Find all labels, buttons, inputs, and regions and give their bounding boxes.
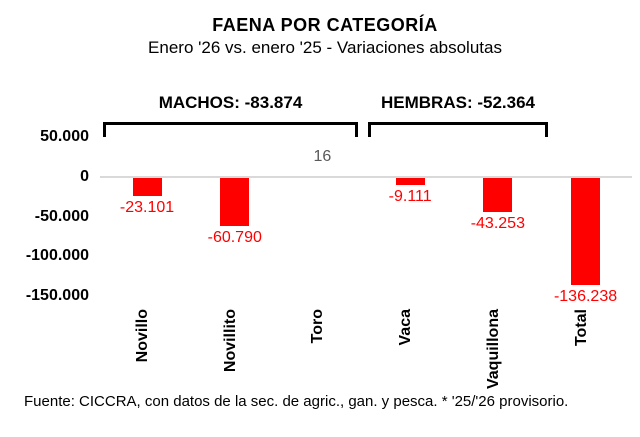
chart-title: FAENA POR CATEGORÍA: [212, 15, 438, 35]
value-label-toro: 16: [313, 148, 332, 166]
chart-subtitle: Enero '26 vs. enero '25 - Variaciones ab…: [148, 38, 502, 57]
value-label-vaquillona: -43.253: [470, 214, 525, 232]
x-axis-label-total: Total: [572, 309, 590, 347]
x-axis-label-novillito: Novillito: [221, 309, 239, 373]
value-label-total: -136.238: [553, 288, 618, 306]
hembras-bracket: [368, 122, 548, 137]
bar-total: [571, 177, 601, 286]
y-axis-tick-label: -150.000: [25, 286, 89, 304]
bar-novillito: [220, 177, 250, 226]
value-label-novillo: -23.101: [119, 198, 175, 216]
y-axis-tick-label: 50.000: [40, 128, 89, 146]
machos-bracket: [103, 122, 358, 137]
x-axis-label-novillo: Novillo: [134, 309, 152, 363]
machos-annotation-label: MACHOS: -83.874: [158, 93, 303, 112]
bar-vaquillona: [483, 177, 513, 212]
source-note: Fuente: CICCRA, con datos de la sec. de …: [24, 393, 569, 410]
bar-novillo: [132, 177, 162, 196]
x-axis-label-vaquillona: Vaquillona: [484, 309, 502, 390]
y-axis-tick-label: -100.000: [25, 247, 89, 265]
y-axis-tick-label: -50.000: [34, 207, 89, 225]
y-axis-tick-label: 0: [80, 168, 89, 185]
value-label-vaca: -9.111: [388, 187, 432, 205]
hembras-annotation-label: HEMBRAS: -52.364: [381, 93, 535, 112]
zero-axis-line: [100, 175, 632, 178]
value-label-novillito: -60.790: [207, 228, 262, 246]
x-axis-label-toro: Toro: [309, 309, 327, 344]
bar-vaca: [395, 177, 425, 185]
x-axis-label-vaca: Vaca: [397, 309, 415, 346]
